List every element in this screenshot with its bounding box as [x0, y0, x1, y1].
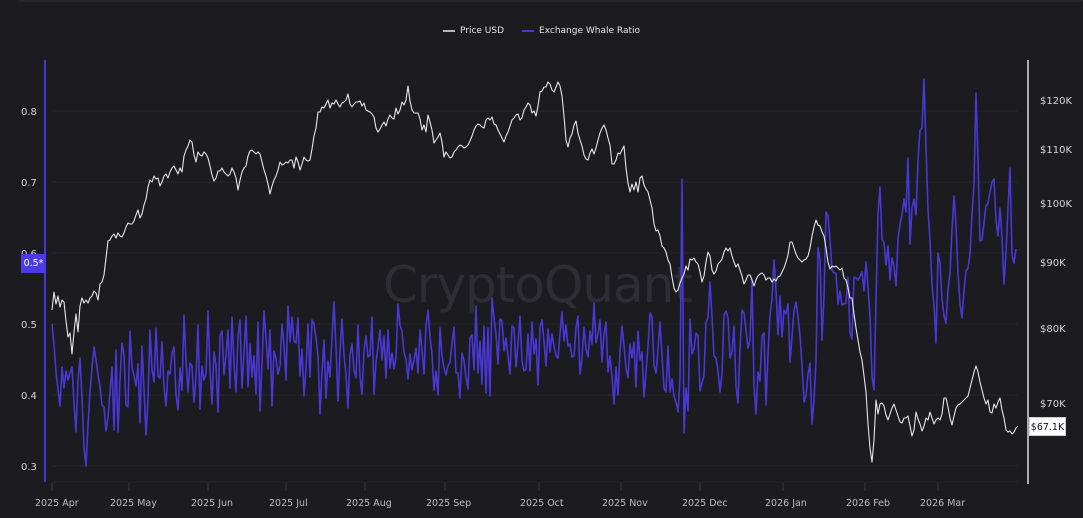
- right-tick-80k: $80K: [1040, 324, 1066, 335]
- legend-item-price-usd[interactable]: Price USD: [442, 26, 505, 36]
- x-tick-2026-mar: 2026 Mar: [920, 498, 965, 509]
- chart-legend: Price USD Exchange Whale Ratio: [0, 26, 1083, 36]
- left-tick-0.7: 0.7: [21, 178, 37, 189]
- left-tick-0.4: 0.4: [21, 391, 37, 402]
- right-tick-90k: $90K: [1040, 258, 1066, 269]
- watermark-cryptoquant: CryptoQuant: [383, 256, 692, 314]
- right-tick-100k: $100K: [1040, 199, 1072, 210]
- x-tick-2025-jul: 2025 Jul: [269, 498, 308, 509]
- x-tick-2025-aug: 2025 Aug: [346, 498, 392, 509]
- price-usd-line[interactable]: [51, 81, 1019, 463]
- x-tick-2025-oct: 2025 Oct: [520, 498, 564, 509]
- x-tick-2025-apr: 2025 Apr: [35, 498, 79, 509]
- legend-label-price-usd: Price USD: [459, 26, 505, 36]
- x-tick-2025-sep: 2025 Sep: [426, 498, 471, 509]
- right-axis-ticks: $120K $110K $100K $90K $80K $70K: [1040, 96, 1072, 410]
- x-tick-2026-jan: 2026 Jan: [765, 498, 807, 509]
- left-tick-0.8: 0.8: [21, 107, 37, 118]
- top-toolbar-edge: [19, 0, 1083, 2]
- exchange-whale-ratio-swatch-icon: [522, 30, 535, 32]
- right-tick-110k: $110K: [1040, 145, 1072, 156]
- left-axis-ticks: 0.8 0.7 0.6 0.5 0.4 0.3: [21, 107, 37, 473]
- x-tick-2025-nov: 2025 Nov: [602, 498, 648, 509]
- x-axis-labels: 2025 Apr 2025 May 2025 Jun 2025 Jul 2025…: [35, 498, 965, 509]
- gridlines: [52, 110, 1018, 483]
- left-axis-current-value-badge: 0.5*: [21, 254, 46, 273]
- legend-label-exchange-whale-ratio: Exchange Whale Ratio: [539, 26, 640, 36]
- x-tick-2025-dec: 2025 Dec: [682, 498, 728, 509]
- x-tick-2025-may: 2025 May: [110, 498, 157, 509]
- price-usd-swatch-icon: [442, 30, 455, 32]
- x-tick-2025-jun: 2025 Jun: [191, 498, 233, 509]
- right-axis-current-price-badge: $67.1K: [1029, 417, 1066, 436]
- right-tick-70k: $70K: [1040, 399, 1066, 410]
- right-tick-120k: $120K: [1040, 96, 1072, 107]
- x-tick-2026-feb: 2026 Feb: [846, 498, 890, 509]
- exchange-whale-ratio-line[interactable]: [51, 78, 1017, 467]
- legend-item-exchange-whale-ratio[interactable]: Exchange Whale Ratio: [522, 26, 640, 36]
- left-tick-0.5: 0.5: [21, 320, 37, 331]
- x-axis-tickmarks: [51, 483, 939, 491]
- left-tick-0.3: 0.3: [21, 462, 37, 473]
